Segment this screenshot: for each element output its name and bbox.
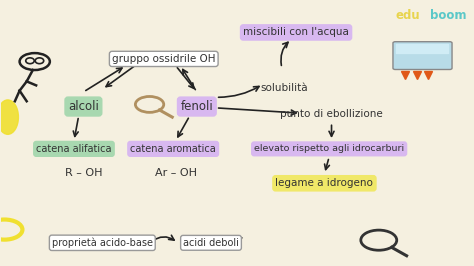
Text: Ar – OH: Ar – OH [155,168,197,178]
Text: proprietà acido-base: proprietà acido-base [52,238,153,248]
Text: edu: edu [396,9,420,22]
Text: miscibili con l'acqua: miscibili con l'acqua [243,27,349,38]
Text: boom: boom [430,9,466,22]
FancyBboxPatch shape [393,42,452,69]
Text: gruppo ossidrile OH: gruppo ossidrile OH [112,54,216,64]
Text: alcoli: alcoli [68,100,99,113]
Ellipse shape [0,100,18,134]
FancyBboxPatch shape [396,44,449,54]
Text: acidi deboli: acidi deboli [183,238,239,248]
Text: catena aromatica: catena aromatica [130,144,216,154]
Text: R – OH: R – OH [64,168,102,178]
Text: catena alifatica: catena alifatica [36,144,112,154]
Text: elevato rispetto agli idrocarburi: elevato rispetto agli idrocarburi [254,144,404,153]
Text: solubilità: solubilità [260,83,308,93]
Text: punto di ebollizione: punto di ebollizione [280,110,383,119]
Text: fenoli: fenoli [181,100,213,113]
Text: legame a idrogeno: legame a idrogeno [275,178,374,188]
